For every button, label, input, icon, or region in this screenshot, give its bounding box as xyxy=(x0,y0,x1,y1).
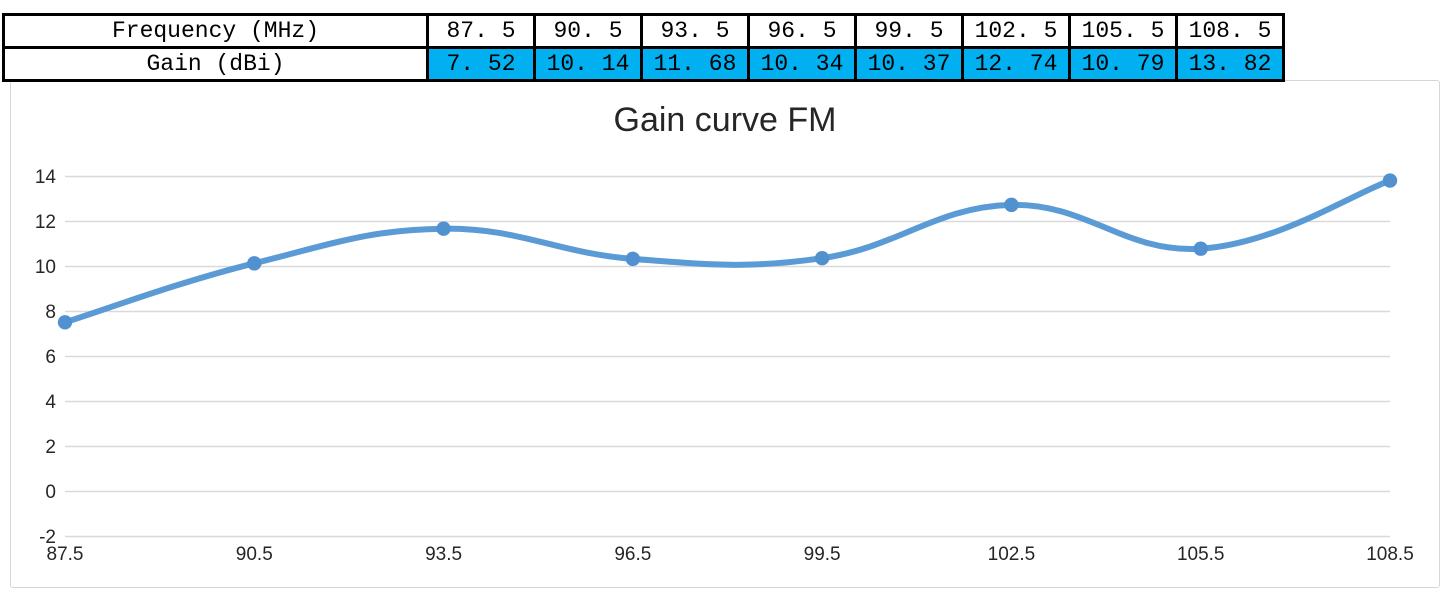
y-tick-label: 4 xyxy=(45,392,56,413)
gain-value-cell[interactable]: 10. 79 xyxy=(1068,46,1178,82)
gain-value-cell[interactable]: 10. 14 xyxy=(533,46,643,82)
x-tick-label: 96.5 xyxy=(614,544,651,565)
x-tick-label: 102.5 xyxy=(988,544,1036,565)
gain-value-cell[interactable]: 10. 34 xyxy=(747,46,857,82)
frequency-value-cell[interactable]: 90. 5 xyxy=(533,13,643,49)
data-point-marker xyxy=(1004,197,1019,213)
data-point-marker xyxy=(1193,241,1208,256)
data-point-marker xyxy=(625,251,641,267)
data-point-marker xyxy=(814,250,830,266)
y-tick-label: 0 xyxy=(45,482,56,503)
x-tick-label: 87.5 xyxy=(47,544,84,565)
gain-value-cell[interactable]: 11. 68 xyxy=(640,46,750,82)
chart-title: Gain curve FM xyxy=(613,101,837,139)
frequency-value-cell[interactable]: 87. 5 xyxy=(426,13,536,49)
gain-line xyxy=(62,177,1393,326)
data-point-marker xyxy=(436,221,451,236)
data-point-marker xyxy=(57,315,73,330)
y-tick-label: -2 xyxy=(39,527,56,548)
y-tick-label: 8 xyxy=(45,302,56,323)
x-tick-label: 105.5 xyxy=(1177,544,1225,565)
data-point-marker xyxy=(247,256,262,271)
frequency-value-cell[interactable]: 102. 5 xyxy=(961,13,1071,49)
data-table: Frequency (MHz) 87. 5 90. 5 93. 5 96. 5 99. … xyxy=(2,13,1285,82)
data-point-marker xyxy=(1382,173,1398,188)
gain-value-cell[interactable]: 10. 37 xyxy=(854,46,964,82)
x-tick-label: 90.5 xyxy=(236,544,273,565)
gain-value-cell[interactable]: 13. 82 xyxy=(1175,46,1285,82)
y-tick-label: 2 xyxy=(45,437,56,458)
frequency-label-cell[interactable]: Frequency (MHz) xyxy=(2,13,429,49)
y-tick-label: 14 xyxy=(35,167,57,188)
x-tick-label: 108.5 xyxy=(1366,544,1414,565)
x-tick-label: 93.5 xyxy=(425,544,462,565)
y-tick-label: 10 xyxy=(35,257,56,278)
frequency-value-cell[interactable]: 96. 5 xyxy=(747,13,857,49)
y-tick-label: 6 xyxy=(45,347,56,368)
plot-area: -2 0 2 4 6 8 10 12 14 87.5 90.5 93.5 96.5 99.5 102.5 10… xyxy=(35,167,1414,565)
frequency-row: Frequency (MHz) 87. 5 90. 5 93. 5 96. 5 99. … xyxy=(2,13,1285,49)
gain-curve-chart[interactable]: Gain curve FM -2 0 2 4 6 8 10 12 14 87.5 90.5 93.5 9… xyxy=(10,80,1440,588)
frequency-value-cell[interactable]: 93. 5 xyxy=(640,13,750,49)
gain-value-cell[interactable]: 12. 74 xyxy=(961,46,1071,82)
y-tick-label: 12 xyxy=(35,212,56,233)
x-tick-label: 99.5 xyxy=(804,544,841,565)
gain-value-cell[interactable]: 7. 52 xyxy=(426,46,536,82)
frequency-value-cell[interactable]: 99. 5 xyxy=(854,13,964,49)
gain-label-cell[interactable]: Gain (dBi) xyxy=(2,46,429,82)
gain-row: Gain (dBi) 7. 52 10. 14 11. 68 10. 34 10. 37… xyxy=(2,46,1285,82)
frequency-value-cell[interactable]: 108. 5 xyxy=(1175,13,1285,49)
frequency-value-cell[interactable]: 105. 5 xyxy=(1068,13,1178,49)
